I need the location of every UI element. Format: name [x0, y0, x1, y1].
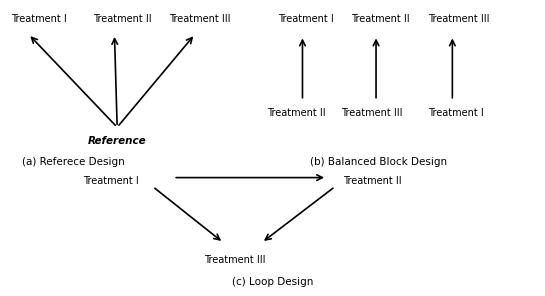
Text: Treatment I: Treatment I: [11, 14, 66, 24]
Text: (a) Referece Design: (a) Referece Design: [22, 157, 125, 167]
Text: Treatment III: Treatment III: [428, 14, 489, 24]
Text: Treatment I: Treatment I: [278, 14, 334, 24]
Text: Treatment II: Treatment II: [93, 14, 152, 24]
Text: Reference: Reference: [88, 136, 147, 146]
Text: Treatment III: Treatment III: [204, 255, 265, 265]
Text: Treatment I: Treatment I: [428, 108, 483, 118]
Text: Treatment III: Treatment III: [169, 14, 231, 24]
Text: Treatment III: Treatment III: [341, 108, 402, 118]
Text: Treatment II: Treatment II: [267, 108, 326, 118]
Text: (b) Balanced Block Design: (b) Balanced Block Design: [310, 157, 447, 167]
Text: Treatment II: Treatment II: [352, 14, 410, 24]
Text: (c) Loop Design: (c) Loop Design: [232, 277, 313, 287]
Text: Treatment II: Treatment II: [343, 176, 402, 186]
Text: Treatment I: Treatment I: [83, 176, 139, 186]
